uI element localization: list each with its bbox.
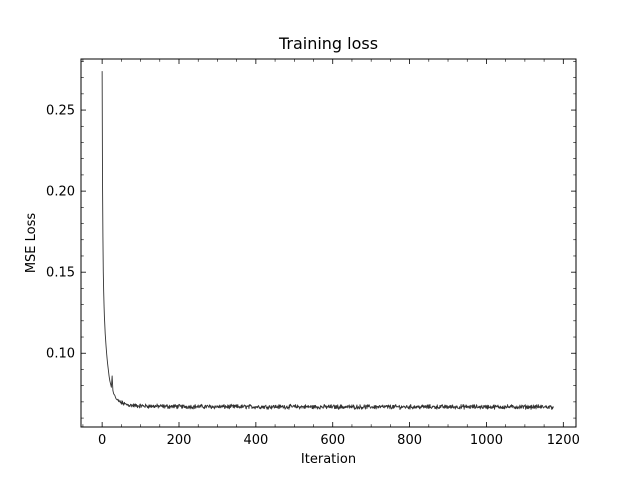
y-tick-label: 0.25 [46,104,75,119]
y-tick-label: 0.15 [46,266,75,281]
y-tick-label: 0.20 [46,185,75,200]
axes-frame [80,58,577,428]
x-tick-label: 1000 [470,433,503,448]
x-tick-label: 0 [98,433,106,448]
x-tick-label: 800 [397,433,422,448]
x-tick-label: 200 [167,433,192,448]
ticks-layer: 0 200 400 600 800 1000 1200 0.10 0.15 0.20 0.25 [46,59,580,448]
chart-title: Training loss [278,34,378,53]
series-layer [101,71,555,410]
series-line [101,71,555,410]
x-tick-label: 1200 [547,433,580,448]
x-axis-label: Iteration [301,452,356,467]
x-tick-label: 600 [320,433,345,448]
x-tick-label: 400 [243,433,268,448]
y-axis-label: MSE Loss [24,213,39,274]
y-tick-label: 0.10 [46,347,75,362]
